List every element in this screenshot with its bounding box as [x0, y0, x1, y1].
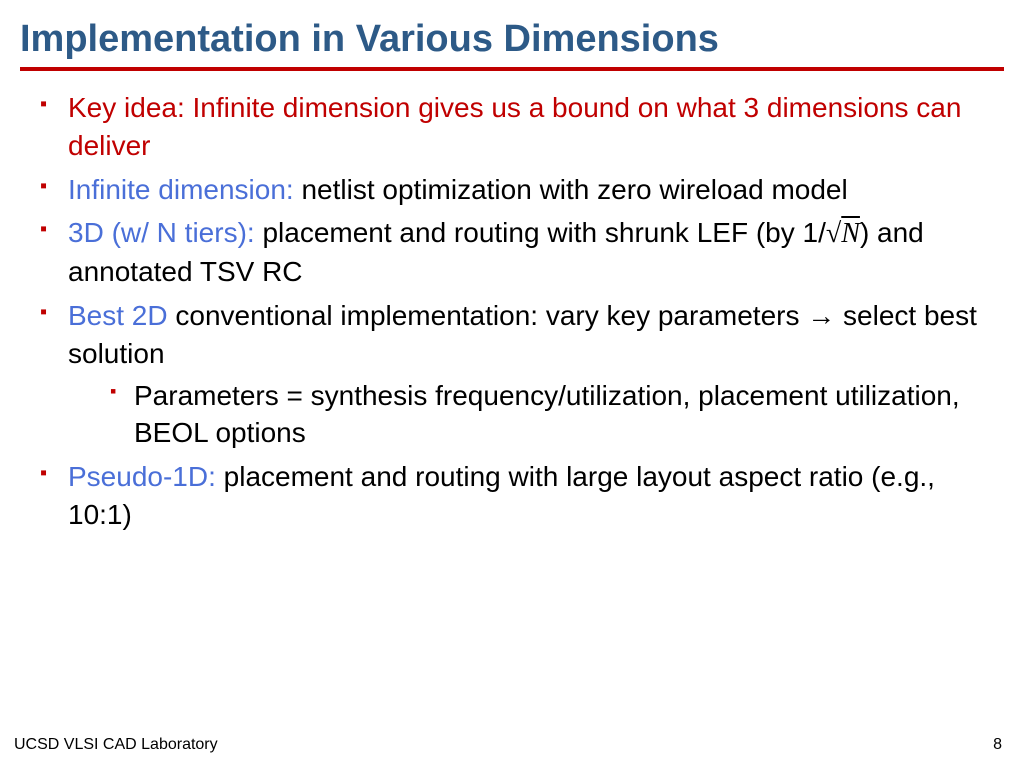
footer-label: UCSD VLSI CAD Laboratory — [14, 736, 218, 754]
sqrt-radicand: N — [841, 218, 860, 249]
bullet-best-2d: Best 2D conventional implementation: var… — [48, 297, 1004, 452]
sub-bullet-list: Parameters = synthesis frequency/utiliza… — [68, 377, 1004, 453]
bullet-infinite-dimension: Infinite dimension: netlist optimization… — [48, 171, 1004, 209]
bullet-pseudo-1d: Pseudo-1D: placement and routing with la… — [48, 458, 1004, 534]
page-number: 8 — [993, 736, 1002, 754]
sqrt-expression: √N — [826, 218, 860, 249]
sub-bullet-parameters: Parameters = synthesis frequency/utiliza… — [116, 377, 1004, 453]
bullet-lead: Pseudo-1D: — [68, 461, 216, 492]
sub-bullet-text: Parameters = synthesis frequency/utiliza… — [134, 380, 960, 449]
bullet-key-idea: Key idea: Infinite dimension gives us a … — [48, 89, 1004, 165]
sqrt-symbol: √ — [826, 218, 841, 249]
slide-title: Implementation in Various Dimensions — [20, 18, 1004, 71]
bullet-lead: Infinite dimension: — [68, 174, 294, 205]
slide: Implementation in Various Dimensions Key… — [0, 0, 1024, 768]
bullet-text: Key idea: Infinite dimension gives us a … — [68, 92, 961, 161]
bullet-text-a: placement and routing with shrunk LEF (b… — [255, 217, 826, 248]
bullet-text: conventional implementation: vary key pa… — [68, 300, 977, 369]
bullet-lead: Best 2D — [68, 300, 168, 331]
bullet-lead: 3D (w/ N tiers): — [68, 217, 255, 248]
bullet-3d-tiers: 3D (w/ N tiers): placement and routing w… — [48, 214, 1004, 291]
bullet-list: Key idea: Infinite dimension gives us a … — [20, 89, 1004, 534]
bullet-text: netlist optimization with zero wireload … — [294, 174, 848, 205]
